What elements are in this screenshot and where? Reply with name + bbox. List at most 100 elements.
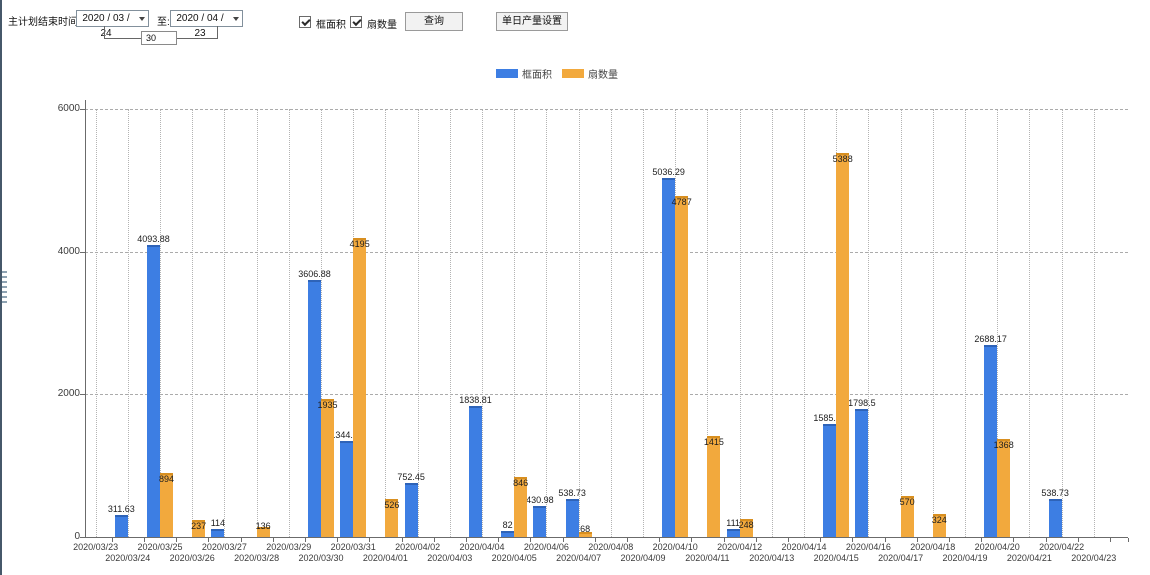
x-axis-tick: [111, 538, 113, 542]
legend-item-frame-area: 框面积: [496, 66, 552, 81]
grid-line-vertical: [224, 109, 226, 537]
bar-value-label: 111: [726, 518, 740, 529]
y-axis: [85, 100, 86, 537]
grid-line-vertical: [997, 109, 999, 537]
bar-frame-area: [565, 498, 579, 537]
x-tick-label: 2020/04/12: [717, 542, 763, 552]
grid-line-vertical: [932, 109, 934, 537]
grid-line-vertical: [546, 109, 548, 537]
bar-value-label: 430.98: [526, 495, 554, 506]
x-tick-label: 2020/04/07: [556, 553, 602, 563]
x-tick-label: 2020/04/08: [588, 542, 634, 552]
x-axis-tick: [562, 538, 564, 542]
bar-frame-area: [114, 514, 128, 537]
sash-count-checkbox[interactable]: [350, 16, 362, 28]
bar-sash-count: [385, 499, 399, 537]
chevron-down-icon: [138, 16, 145, 21]
bar-frame-area: [662, 177, 676, 537]
start-date-dropdown-button[interactable]: [135, 11, 148, 26]
y-axis-tick: [80, 537, 85, 538]
bar-sash-count: [160, 473, 173, 537]
x-axis-tick: [852, 538, 854, 542]
bar-value-label: 136: [255, 521, 271, 532]
bar-value-label: 114: [210, 517, 226, 528]
grid-line-vertical: [95, 109, 97, 537]
bar-frame-area: [1048, 498, 1062, 537]
bar-frame-area: [469, 405, 482, 537]
bar-sash-count: [514, 476, 528, 537]
start-date-picker[interactable]: 2020 / 03 / 24: [76, 10, 149, 39]
bar-value-label: 324: [931, 514, 947, 525]
x-tick-label: 2020/04/20: [974, 542, 1020, 552]
legend-label: 框面积: [522, 70, 552, 81]
x-axis-tick: [916, 538, 918, 542]
bar-value-label: 1935: [317, 399, 338, 410]
x-tick-label: 2020/04/10: [652, 542, 698, 552]
end-date-dropdown-button[interactable]: [229, 11, 242, 26]
x-axis-tick: [755, 538, 757, 542]
x-tick-label: 2020/04/17: [878, 553, 924, 563]
bar-value-label: 5036.29: [652, 166, 685, 177]
grid-line-vertical: [804, 109, 805, 537]
x-axis-tick: [337, 538, 339, 542]
bar-value-label: 538.73: [1041, 487, 1069, 498]
x-axis-tick: [143, 538, 145, 542]
y-tick-label: 4000: [57, 245, 80, 257]
x-tick-label: 2020/03/28: [234, 553, 280, 563]
x-axis-tick: [530, 538, 532, 542]
x-tick-label: 2020/04/21: [1006, 553, 1052, 563]
bar-sash-count: [675, 195, 689, 537]
y-tick-label: 0: [74, 531, 80, 542]
x-tick-label: 2020/04/14: [781, 542, 827, 552]
x-tick-label: 2020/04/03: [427, 553, 473, 563]
daily-output-settings-button[interactable]: 单日产量设置: [496, 12, 568, 31]
x-axis-tick: [208, 538, 210, 542]
x-axis-tick: [304, 538, 306, 542]
x-tick-label: 2020/03/30: [298, 553, 344, 563]
bar-value-label: 3606.88: [298, 268, 331, 279]
bar-value-label: 5388: [832, 153, 853, 164]
x-axis-tick: [594, 538, 596, 542]
bar-sash-count: [256, 527, 270, 537]
span-connector-line: [104, 38, 141, 39]
x-tick-label: 2020/04/02: [395, 542, 441, 552]
splitter-grip-handle[interactable]: [2, 271, 7, 303]
frame-area-checkbox[interactable]: [299, 16, 311, 28]
x-axis-tick: [1077, 538, 1079, 542]
grid-line-vertical: [417, 109, 419, 537]
end-date-picker[interactable]: 2020 / 04 / 23: [170, 10, 243, 39]
grid-line-vertical: [192, 109, 194, 537]
x-tick-label: 2020/04/11: [685, 553, 730, 563]
grid-line-vertical: [1029, 109, 1031, 537]
grid-line-vertical: [739, 109, 741, 537]
y-axis-tick: [80, 251, 85, 253]
bar-value-label: 1838.81: [459, 394, 492, 405]
bar-frame-area: [501, 531, 515, 537]
bar-value-label: 1798.5: [848, 397, 876, 408]
bar-frame-area: [533, 506, 547, 537]
x-axis-tick: [272, 538, 274, 542]
bar-sash-count: [707, 436, 721, 537]
x-axis-tick: [401, 538, 403, 542]
x-tick-label: 2020/03/29: [266, 542, 312, 552]
bar-sash-count: [321, 398, 334, 537]
sash-count-swatch: [562, 69, 584, 78]
x-tick-label: 2020/04/18: [910, 542, 956, 552]
grid-line-vertical: [610, 109, 612, 537]
bar-frame-area: [984, 345, 998, 537]
bar-frame-area: [147, 244, 160, 537]
start-date-value: 2020 / 03 / 24: [82, 13, 130, 39]
span-connector-line: [177, 38, 217, 39]
grid-line-vertical: [256, 109, 258, 537]
query-button[interactable]: 查询: [405, 12, 463, 31]
x-tick-label: 2020/04/23: [1071, 553, 1117, 563]
bar-value-label: 846: [513, 477, 529, 488]
frame-area-swatch: [496, 69, 518, 78]
bar-frame-area: [404, 483, 418, 537]
frame-area-checkbox-label: 框面积: [316, 20, 346, 31]
plan-end-time-label: 主计划结束时间:: [8, 17, 81, 28]
day-span-input[interactable]: 30: [141, 31, 177, 45]
x-tick-label: 2020/03/31: [330, 542, 376, 552]
